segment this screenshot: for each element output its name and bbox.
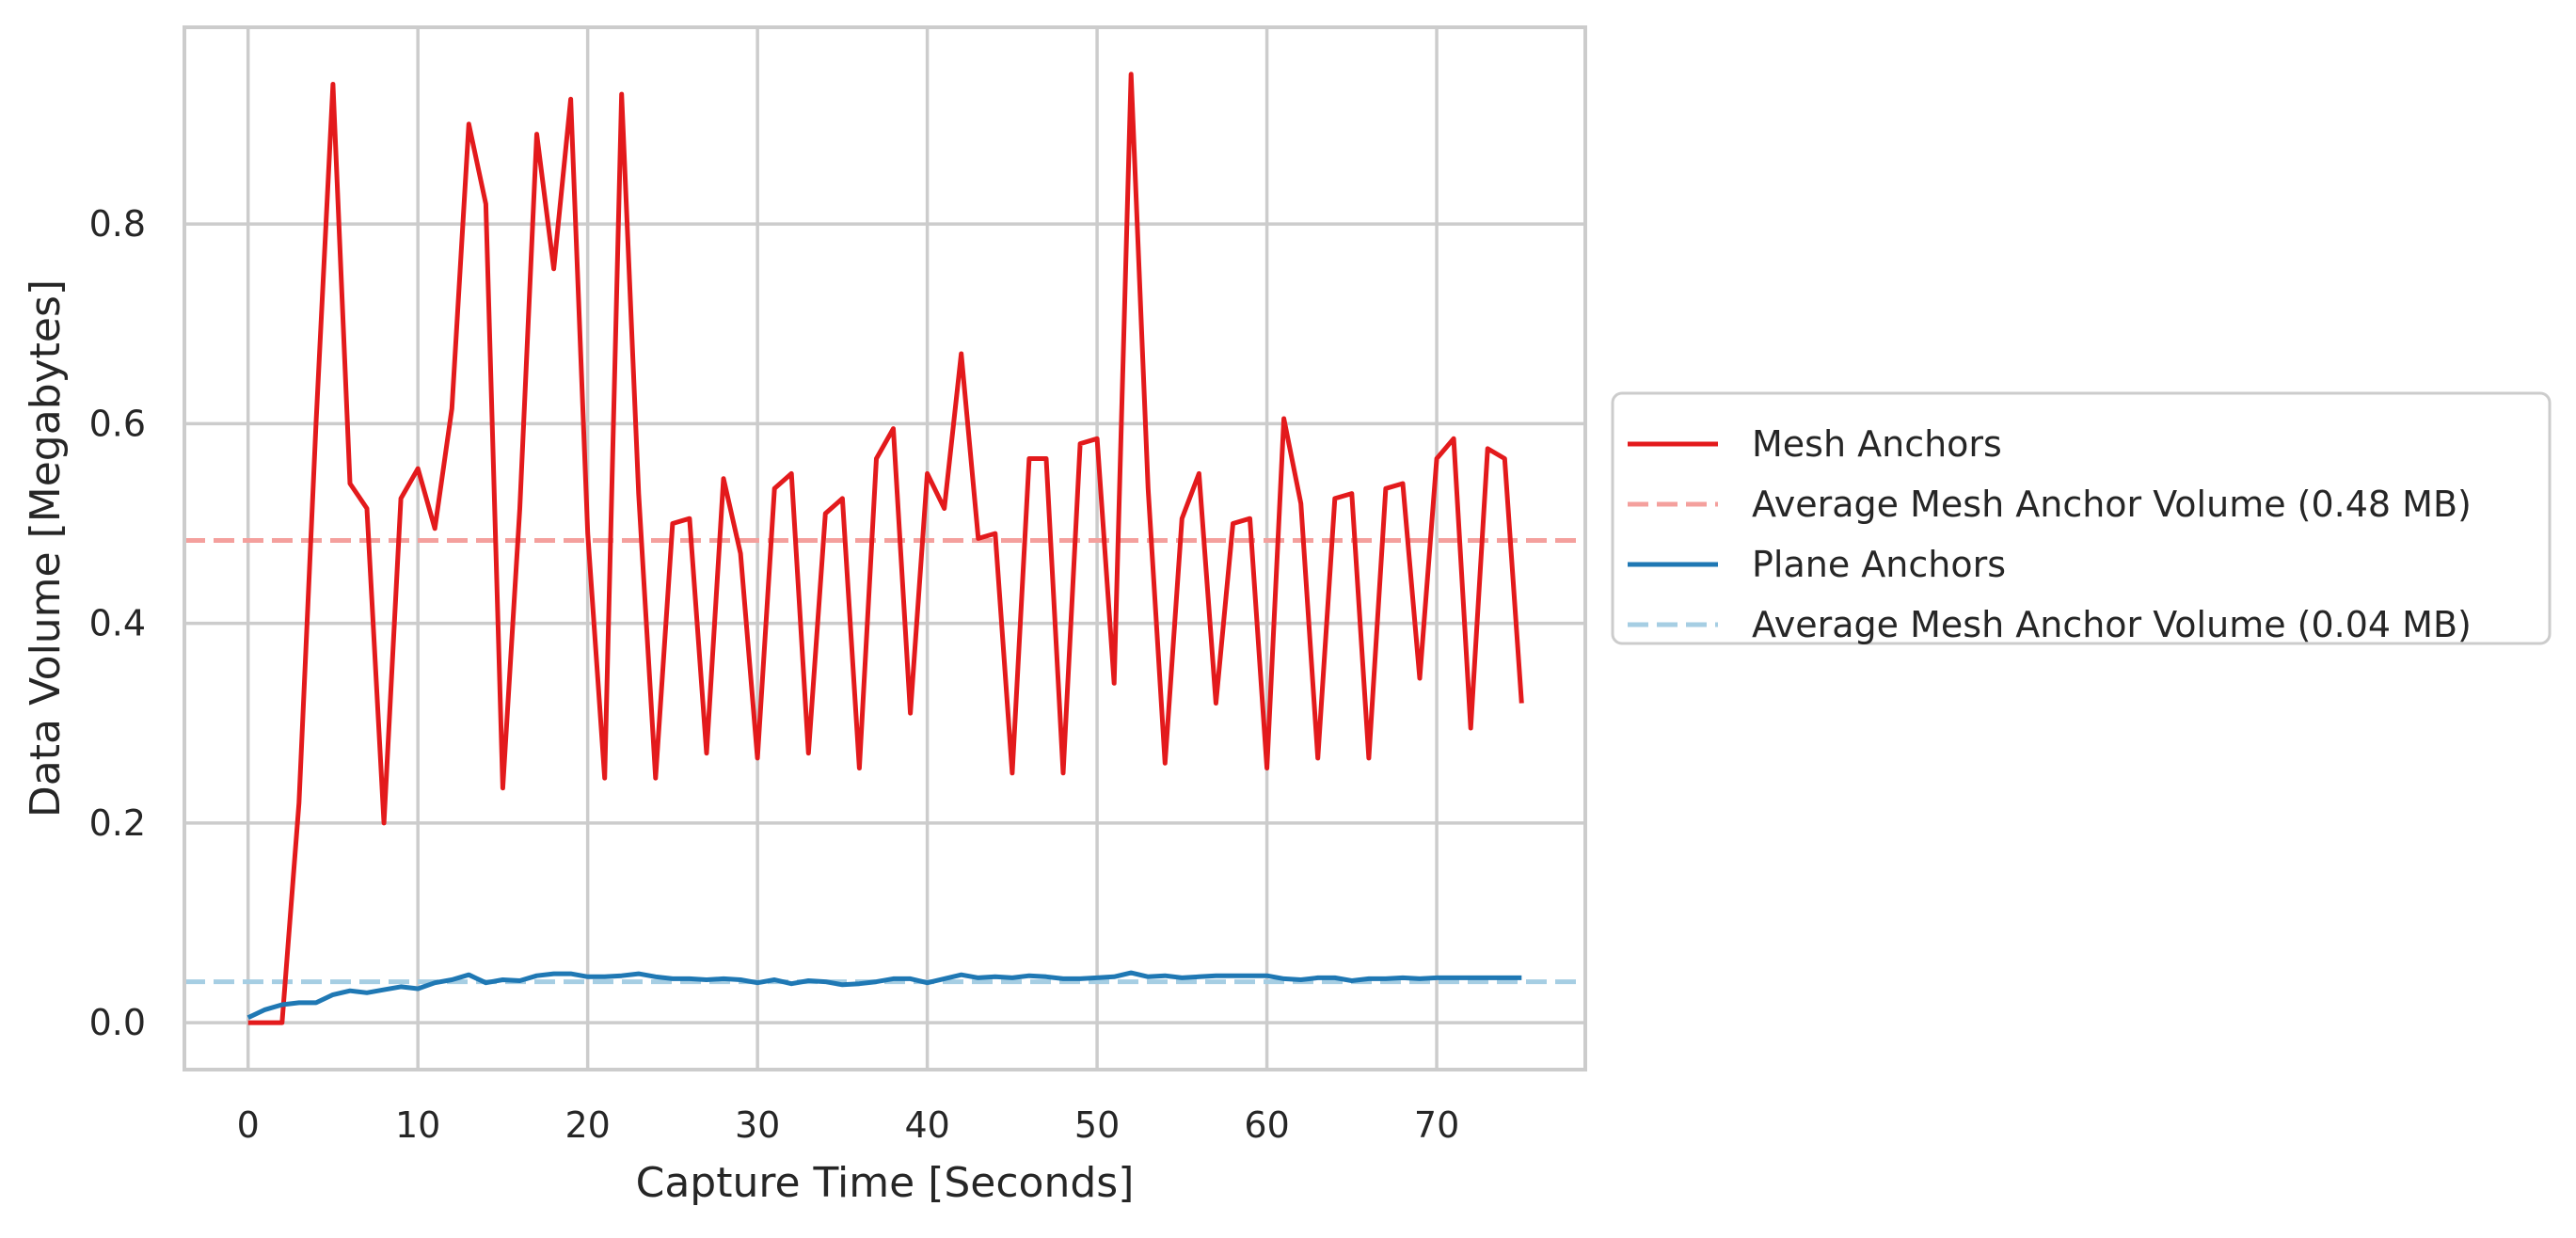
legend-label: Average Mesh Anchor Volume (0.04 MB) <box>1752 604 2472 645</box>
series-layer <box>184 71 1585 1025</box>
legend-label: Plane Anchors <box>1752 544 2006 585</box>
x-tick-label: 60 <box>1244 1104 1289 1146</box>
legend-item: Average Mesh Anchor Volume (0.48 MB) <box>1628 484 2472 525</box>
legend-label: Average Mesh Anchor Volume (0.48 MB) <box>1752 484 2472 525</box>
x-tick-label: 70 <box>1414 1104 1459 1146</box>
legend-item: Average Mesh Anchor Volume (0.04 MB) <box>1628 604 2472 645</box>
y-tick-label: 0.8 <box>89 203 146 245</box>
y-tick-label: 0.0 <box>89 1002 146 1043</box>
x-tick-label: 20 <box>564 1104 610 1146</box>
grid <box>184 27 1585 1070</box>
legend-item: Plane Anchors <box>1628 544 2006 585</box>
legend-box <box>1611 391 2552 645</box>
y-tick-label: 0.2 <box>89 802 146 844</box>
x-tick-label: 50 <box>1074 1104 1120 1146</box>
x-tick-label: 10 <box>395 1104 440 1146</box>
series-line <box>246 970 1522 1021</box>
legend-items: Mesh Anchors Average Mesh Anchor Volume (… <box>1628 423 2472 645</box>
plot-frame <box>183 25 1587 1071</box>
legend: Mesh Anchors Average Mesh Anchor Volume (… <box>1611 391 2552 645</box>
x-axis-label: Capture Time [Seconds] <box>636 1159 1135 1207</box>
y-tick-label: 0.4 <box>89 603 146 644</box>
y-tick-label: 0.6 <box>89 403 146 444</box>
x-tick-label: 40 <box>904 1104 949 1146</box>
tick-labels: 0 10 20 30 40 50 60 70 0.0 0.2 0.4 0.6 0.8 <box>89 203 1460 1146</box>
legend-item: Mesh Anchors <box>1628 423 2002 465</box>
series-line <box>247 71 1524 1025</box>
legend-label: Mesh Anchors <box>1752 423 2002 465</box>
x-tick-label: 30 <box>735 1104 780 1146</box>
y-axis-label: Data Volume [Megabytes] <box>22 279 70 817</box>
x-tick-label: 0 <box>237 1104 260 1146</box>
